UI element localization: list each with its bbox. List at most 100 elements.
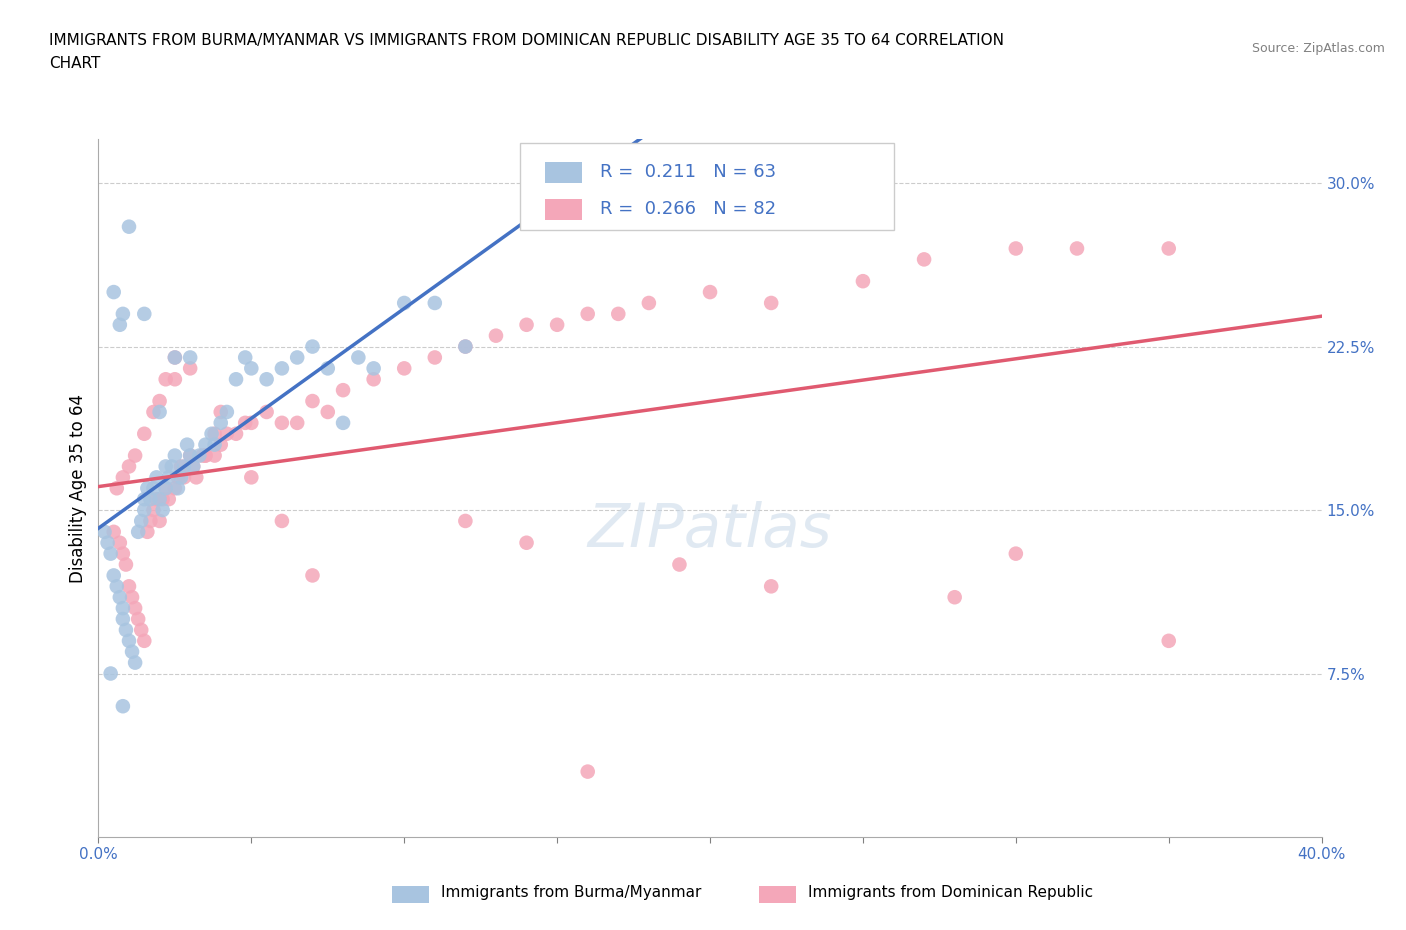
Point [347, 350, 370, 365]
Point [233, 416, 256, 431]
Point [129, 622, 152, 637]
Point [136, 481, 159, 496]
Text: Source: ZipAtlas.com: Source: ZipAtlas.com [1251, 42, 1385, 55]
Point [943, 590, 966, 604]
Point [93, 525, 115, 539]
Text: IMMIGRANTS FROM BURMA/MYANMAR VS IMMIGRANTS FROM DOMINICAN REPUBLIC DISABILITY A: IMMIGRANTS FROM BURMA/MYANMAR VS IMMIGRA… [49, 33, 1004, 47]
Point [124, 656, 146, 671]
Point [301, 568, 323, 583]
Point [145, 492, 167, 507]
Point [108, 590, 131, 604]
Point [454, 513, 477, 528]
Point [225, 372, 247, 387]
Point [127, 612, 149, 627]
FancyBboxPatch shape [546, 199, 582, 219]
Point [179, 448, 201, 463]
FancyBboxPatch shape [759, 885, 796, 903]
Point [637, 296, 661, 311]
Point [363, 361, 385, 376]
Point [134, 502, 156, 517]
Point [152, 492, 174, 507]
Point [149, 492, 172, 507]
Point [179, 361, 201, 376]
Point [179, 350, 201, 365]
Point [97, 536, 120, 551]
Point [115, 557, 138, 572]
Point [285, 416, 308, 431]
Point [191, 448, 214, 463]
Point [155, 372, 177, 387]
Point [118, 219, 141, 234]
Point [152, 502, 174, 517]
Point [176, 437, 198, 452]
Point [186, 470, 208, 485]
FancyBboxPatch shape [520, 143, 893, 231]
Point [204, 426, 226, 441]
Point [163, 350, 186, 365]
Point [1066, 241, 1088, 256]
Point [546, 317, 568, 332]
Point [127, 525, 149, 539]
Point [163, 372, 186, 387]
Point [454, 339, 477, 354]
Point [454, 339, 477, 354]
Point [163, 481, 186, 496]
Point [215, 426, 238, 441]
Point [155, 481, 177, 496]
Point [111, 307, 134, 322]
Point [115, 622, 138, 637]
Point [105, 481, 128, 496]
Point [105, 578, 128, 593]
Point [118, 578, 141, 593]
Point [194, 448, 217, 463]
Point [103, 525, 125, 539]
Point [301, 393, 323, 408]
Point [285, 350, 308, 365]
Point [1004, 546, 1026, 561]
Text: ZIPatlas: ZIPatlas [588, 500, 832, 560]
Point [392, 296, 416, 311]
Point [240, 361, 263, 376]
Text: R =  0.211   N = 63: R = 0.211 N = 63 [600, 163, 776, 181]
Point [1004, 241, 1026, 256]
Point [188, 448, 211, 463]
Point [332, 416, 354, 431]
Point [270, 361, 292, 376]
Point [204, 437, 226, 452]
Point [270, 416, 292, 431]
Point [155, 459, 177, 474]
Point [912, 252, 935, 267]
Point [111, 698, 134, 713]
Point [157, 470, 180, 485]
Point [136, 525, 159, 539]
Point [167, 481, 190, 496]
Point [423, 350, 446, 365]
Point [121, 644, 143, 659]
Point [111, 470, 134, 485]
Point [134, 633, 156, 648]
Point [134, 307, 156, 322]
Text: CHART: CHART [49, 56, 101, 71]
Point [149, 513, 172, 528]
Point [316, 405, 339, 419]
Point [173, 470, 195, 485]
Point [111, 546, 134, 561]
Point [170, 470, 193, 485]
Point [167, 470, 190, 485]
Point [103, 568, 125, 583]
Point [194, 448, 217, 463]
Point [209, 437, 232, 452]
Point [1157, 241, 1180, 256]
Point [124, 601, 146, 616]
Point [699, 285, 721, 299]
Point [134, 492, 156, 507]
Point [225, 426, 247, 441]
Point [111, 612, 134, 627]
Point [301, 339, 323, 354]
Point [124, 448, 146, 463]
Point [576, 307, 599, 322]
Point [516, 536, 538, 551]
Point [157, 492, 180, 507]
Y-axis label: Disability Age 35 to 64: Disability Age 35 to 64 [69, 393, 87, 583]
Point [121, 590, 143, 604]
